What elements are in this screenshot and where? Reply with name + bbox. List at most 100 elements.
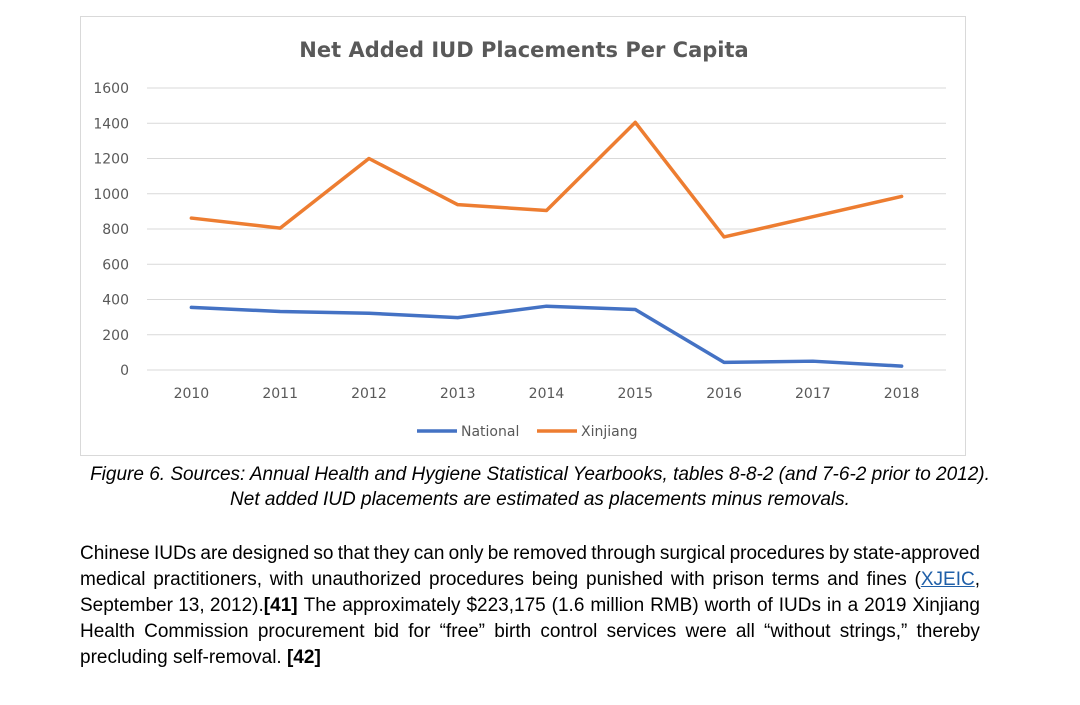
x-tick-label: 2015 bbox=[617, 386, 653, 402]
line-chart: Net Added IUD Placements Per Capita 0 200… bbox=[93, 38, 946, 440]
y-tick-label: 600 bbox=[102, 257, 129, 273]
data-point-national bbox=[633, 308, 637, 312]
reference-41: [41] bbox=[263, 595, 298, 616]
word: million bbox=[590, 595, 645, 616]
body-line-1: Chinese IUDs are designed so that they can only b… bbox=[80, 541, 980, 567]
word: thereby bbox=[916, 621, 980, 642]
word: being bbox=[531, 569, 579, 590]
data-point-xinjiang bbox=[189, 216, 193, 220]
data-point-national bbox=[189, 305, 193, 309]
data-point-national bbox=[900, 364, 904, 368]
word: Xinjiang bbox=[912, 595, 980, 616]
word: be bbox=[487, 543, 509, 564]
body-line-3-rest: The approximately $223,175 (1.6 million RMB) w… bbox=[304, 593, 980, 619]
word: in bbox=[826, 595, 842, 616]
data-point-national bbox=[811, 359, 815, 363]
data-point-xinjiang bbox=[722, 235, 726, 239]
word: they bbox=[373, 543, 410, 564]
legend-label-xinjiang: Xinjiang bbox=[581, 424, 637, 440]
word: prison bbox=[712, 569, 765, 590]
word: The bbox=[303, 595, 337, 616]
word: birth bbox=[494, 621, 532, 642]
word: only bbox=[448, 543, 484, 564]
word: unauthorized bbox=[311, 569, 422, 590]
series-line-xinjiang bbox=[189, 120, 904, 239]
word: procedures bbox=[729, 543, 825, 564]
x-tick-label: 2014 bbox=[529, 386, 565, 402]
word: “without bbox=[764, 621, 831, 642]
data-point-xinjiang bbox=[545, 208, 548, 212]
x-tick-label: 2018 bbox=[884, 386, 920, 402]
word: all bbox=[735, 621, 755, 642]
word: state-approved bbox=[853, 543, 980, 564]
body-line-4: Health Commission procurement bid for “free” b… bbox=[80, 619, 980, 645]
body-paragraph: Chinese IUDs are designed so that they can only b… bbox=[80, 541, 980, 671]
word: are bbox=[200, 543, 228, 564]
data-point-xinjiang bbox=[633, 120, 637, 124]
series-line-national bbox=[189, 304, 904, 368]
data-point-xinjiang bbox=[456, 203, 460, 207]
body-line-5: precluding self-removal. [42] bbox=[80, 645, 980, 671]
x-tick-label: 2017 bbox=[795, 386, 831, 402]
word: procedures bbox=[428, 569, 524, 590]
body-line-3-start: September 13, 2012). bbox=[80, 595, 264, 616]
word: of bbox=[756, 595, 773, 616]
word: Chinese bbox=[80, 543, 150, 564]
word: strings,” bbox=[839, 621, 908, 642]
data-point-xinjiang bbox=[900, 194, 904, 198]
x-tick-label: 2010 bbox=[174, 386, 210, 402]
word: removed bbox=[513, 543, 587, 564]
word: designed bbox=[232, 543, 310, 564]
word: terms bbox=[771, 569, 820, 590]
word: that bbox=[337, 543, 370, 564]
word: procurement bbox=[257, 621, 365, 642]
word: IUDs bbox=[778, 595, 821, 616]
y-tick-label: 0 bbox=[120, 363, 129, 379]
x-tick-label: 2013 bbox=[440, 386, 476, 402]
data-point-national bbox=[456, 316, 460, 320]
word: bid bbox=[373, 621, 400, 642]
body-line-2-text: medical practitioners, with unauthorized pro… bbox=[80, 567, 921, 593]
y-tick-label: 1400 bbox=[93, 116, 129, 132]
chart-frame: Net Added IUD Placements Per Capita 0 200… bbox=[80, 16, 966, 456]
word: Commission bbox=[144, 621, 249, 642]
word: so bbox=[313, 543, 334, 564]
x-tick-label: 2016 bbox=[706, 386, 742, 402]
body-line-5-text: precluding self-removal. bbox=[80, 647, 282, 668]
word: fines bbox=[866, 569, 907, 590]
word: through bbox=[591, 543, 656, 564]
body-line-3: September 13, 2012). [41] The approximate… bbox=[80, 593, 980, 619]
xjeic-link[interactable]: XJEIC bbox=[920, 569, 975, 590]
x-tick-label: 2012 bbox=[351, 386, 387, 402]
word: 2019 bbox=[864, 595, 907, 616]
y-tick-label: 1000 bbox=[93, 187, 129, 203]
y-tick-label: 200 bbox=[102, 328, 129, 344]
y-tick-label: 800 bbox=[102, 222, 129, 238]
body-line-2-comma: , bbox=[974, 569, 980, 590]
word: by bbox=[828, 543, 849, 564]
data-point-national bbox=[722, 360, 726, 364]
word: practitioners, bbox=[153, 569, 263, 590]
y-tick-label: 1200 bbox=[93, 152, 129, 168]
word: with bbox=[269, 569, 304, 590]
data-point-national bbox=[278, 309, 282, 313]
data-point-xinjiang bbox=[367, 157, 371, 160]
word: can bbox=[413, 543, 445, 564]
caption-line-2: Net added IUD placements are estimated a… bbox=[230, 489, 850, 510]
data-point-xinjiang bbox=[278, 226, 282, 230]
word: IUDs bbox=[153, 543, 197, 564]
word: control bbox=[540, 621, 598, 642]
word: services bbox=[606, 621, 677, 642]
legend-label-national: National bbox=[461, 424, 519, 440]
word: $223,175 bbox=[466, 595, 546, 616]
word: surgical bbox=[659, 543, 726, 564]
word: with bbox=[670, 569, 705, 590]
x-tick-label: 2011 bbox=[262, 386, 298, 402]
data-point-national bbox=[545, 304, 548, 308]
y-tick-label: 1600 bbox=[93, 81, 129, 97]
y-tick-label: 400 bbox=[102, 293, 129, 309]
word: for bbox=[408, 621, 431, 642]
figure-caption: Figure 6. Sources: Annual Health and Hyg… bbox=[60, 462, 1020, 512]
data-point-national bbox=[367, 311, 371, 315]
chart-title: Net Added IUD Placements Per Capita bbox=[299, 38, 748, 62]
